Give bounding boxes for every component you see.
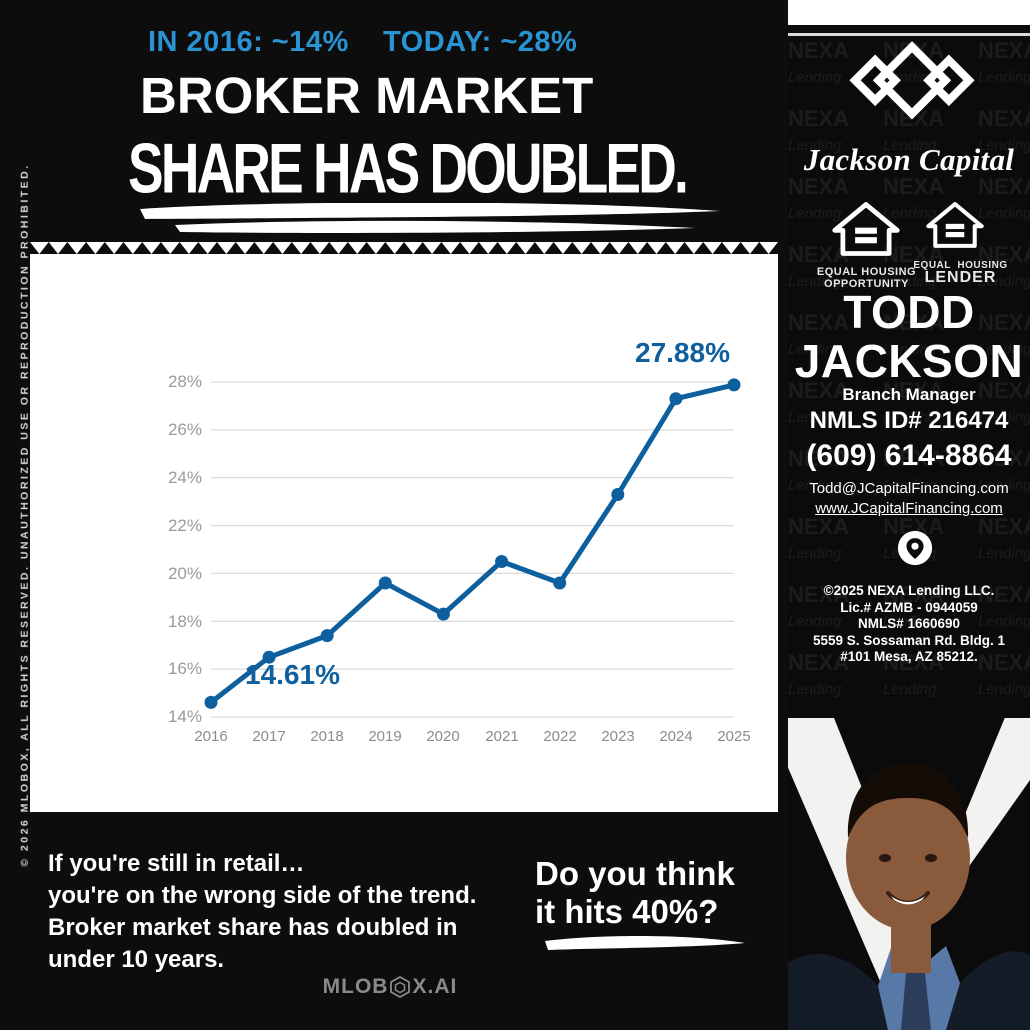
svg-text:14.61%: 14.61% (245, 659, 340, 690)
svg-text:18%: 18% (168, 612, 202, 631)
svg-text:16%: 16% (168, 659, 202, 678)
svg-text:26%: 26% (168, 420, 202, 439)
svg-text:2022: 2022 (543, 728, 576, 745)
svg-text:2023: 2023 (601, 728, 634, 745)
svg-text:24%: 24% (168, 468, 202, 487)
svg-text:2021: 2021 (485, 728, 518, 745)
svg-text:2019: 2019 (368, 728, 401, 745)
svg-text:2018: 2018 (310, 728, 343, 745)
svg-text:14%: 14% (168, 707, 202, 726)
svg-text:22%: 22% (168, 516, 202, 535)
svg-text:2020: 2020 (426, 728, 459, 745)
svg-text:2017: 2017 (252, 728, 285, 745)
svg-text:2016: 2016 (194, 728, 227, 745)
svg-text:2025: 2025 (717, 728, 750, 745)
svg-text:2024: 2024 (659, 728, 692, 745)
svg-text:20%: 20% (168, 564, 202, 583)
svg-text:27.88%: 27.88% (635, 337, 730, 368)
svg-text:28%: 28% (168, 372, 202, 391)
